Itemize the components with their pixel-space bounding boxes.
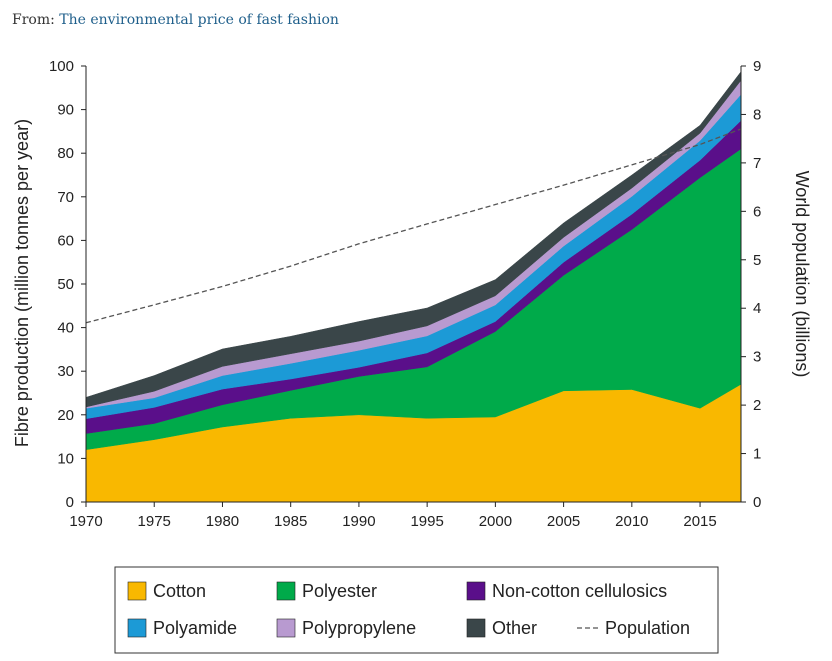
y2-axis-title: World population (billions) [792,171,812,378]
legend-box [114,566,719,654]
y-tick-label: 40 [57,320,74,337]
x-tick-label: 1995 [410,513,443,530]
legend-label-polypropylene: Polypropylene [302,618,416,638]
source-line: From: The environmental price of fast fa… [12,12,339,28]
y2-tick-label: 6 [753,203,761,220]
x-tick-label: 1980 [206,513,239,530]
y2-tick-label: 2 [753,397,761,414]
y2-tick-label: 7 [753,155,761,172]
legend-label-other: Other [492,618,537,638]
x-tick-label: 1975 [138,513,171,530]
legend-swatch-non-cotton-cellulosics [466,581,486,601]
population-line [85,128,742,324]
legend-label-non-cotton-cellulosics: Non-cotton cellulosics [492,581,667,601]
y-tick-label: 10 [57,450,74,467]
y-tick-label: 0 [66,494,74,511]
y-tick-label: 80 [57,145,74,162]
x-tick-label: 1970 [69,513,102,530]
y2-tick-label: 1 [753,446,761,463]
legend-swatch-cotton [127,581,147,601]
population-line-group [85,128,742,324]
stacked-areas [85,70,742,503]
legend: Cotton Polyester Non-cotton cellulosics Pol… [114,566,719,654]
legend-label-polyamide: Polyamide [153,618,237,638]
axes: 0 10 20 30 40 50 60 70 80 90 100 0 1 2 3 4 5 6 7 8 9 1970 1975… [49,58,761,530]
source-link[interactable]: The environmental price of fast fashion [59,12,339,28]
y2-tick-label: 5 [753,252,761,269]
y-tick-label: 50 [57,276,74,293]
x-tick-label: 2000 [479,513,512,530]
x-tick-label: 2010 [615,513,648,530]
y2-tick-label: 9 [753,58,761,75]
y-tick-label: 20 [57,407,74,424]
y-axis-title: Fibre production (million tonnes per yea… [12,119,32,447]
y-tick-label: 100 [49,58,74,75]
source-prefix: From: [12,12,60,28]
legend-label-population: Population [605,618,690,638]
legend-label-cotton: Cotton [153,581,206,601]
y-tick-label: 70 [57,189,74,206]
legend-swatch-polypropylene [276,618,296,638]
y2-tick-label: 0 [753,494,761,511]
x-tick-label: 2015 [683,513,716,530]
legend-swatch-other [466,618,486,638]
y-tick-label: 30 [57,363,74,380]
legend-swatch-polyester [276,581,296,601]
y-tick-label: 90 [57,102,74,119]
y2-tick-label: 4 [753,300,761,317]
x-tick-label: 2005 [547,513,580,530]
x-tick-label: 1990 [342,513,375,530]
y-tick-label: 60 [57,232,74,249]
y2-tick-label: 3 [753,349,761,366]
y2-tick-label: 8 [753,106,761,123]
x-tick-label: 1985 [274,513,307,530]
legend-label-polyester: Polyester [302,581,377,601]
legend-swatch-polyamide [127,618,147,638]
